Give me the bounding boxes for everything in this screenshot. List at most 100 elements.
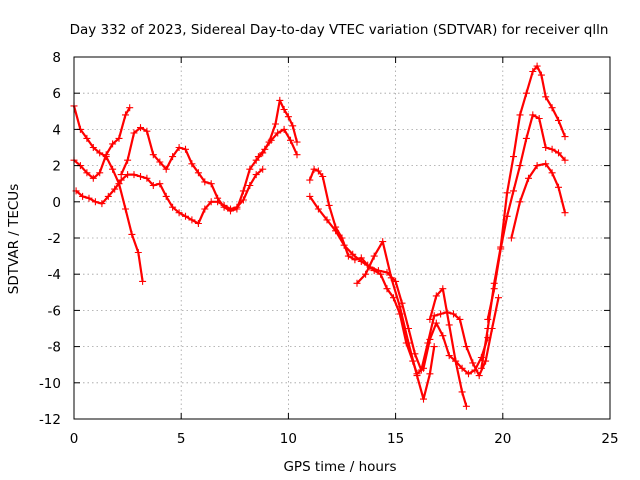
data-point — [130, 129, 138, 137]
data-point — [469, 359, 477, 367]
data-point — [413, 372, 421, 380]
data-point — [522, 134, 530, 142]
data-point — [439, 332, 447, 340]
data-point — [503, 212, 511, 220]
data-point — [280, 125, 288, 133]
series-track-6 — [306, 165, 492, 378]
data-point — [497, 245, 505, 253]
data-point — [533, 162, 541, 170]
series-trace — [72, 105, 144, 282]
data-point — [310, 165, 318, 173]
series-track-5 — [254, 125, 301, 161]
data-point — [280, 106, 288, 113]
data-point — [484, 325, 492, 332]
data-point — [207, 198, 215, 206]
data-point — [109, 140, 117, 148]
data-point — [450, 310, 457, 318]
data-point — [137, 173, 144, 180]
data-point — [432, 319, 440, 327]
data-point — [353, 279, 361, 287]
data-point — [259, 165, 267, 173]
data-point — [117, 171, 125, 179]
data-point — [387, 274, 395, 282]
data-point — [267, 136, 275, 144]
data-point — [537, 71, 545, 79]
chart-title: Day 332 of 2023, Sidereal Day-to-day VTE… — [70, 22, 609, 38]
y-tick-label: -6 — [48, 303, 61, 319]
data-point — [548, 104, 556, 112]
y-tick-label: -4 — [48, 267, 61, 283]
series-track-8 — [353, 238, 438, 403]
data-point — [458, 388, 466, 396]
data-point — [139, 277, 147, 285]
data-point — [405, 339, 412, 347]
data-point — [516, 198, 524, 206]
data-point — [104, 192, 112, 200]
data-point — [122, 205, 129, 213]
x-tick-label: 25 — [601, 431, 618, 447]
data-point — [115, 134, 123, 142]
data-point — [124, 171, 132, 179]
data-point — [188, 216, 196, 224]
data-point — [149, 182, 157, 189]
data-point — [287, 136, 294, 144]
data-point — [542, 160, 550, 168]
y-tick-label: -10 — [39, 376, 61, 392]
x-tick-label: 5 — [177, 431, 186, 447]
data-point — [83, 169, 91, 177]
y-tick-label: 2 — [52, 159, 61, 175]
data-point — [332, 227, 340, 235]
data-point — [98, 200, 106, 208]
data-point — [134, 249, 142, 256]
data-point — [458, 364, 466, 372]
data-point — [233, 205, 241, 213]
series-track-10 — [477, 62, 569, 372]
data-point — [289, 122, 297, 130]
series-track-1 — [70, 102, 147, 285]
data-point — [143, 174, 151, 182]
data-point — [445, 321, 453, 329]
data-point — [437, 310, 445, 318]
x-axis-label: GPS time / hours — [283, 459, 396, 475]
x-tick-labels: 0 5 10 15 20 25 — [70, 431, 619, 447]
data-point — [156, 180, 164, 188]
series-track-7 — [306, 192, 502, 380]
data-point — [130, 171, 138, 179]
data-point — [535, 115, 543, 122]
data-point — [284, 113, 292, 121]
series-track-11 — [484, 111, 569, 323]
data-point — [246, 165, 254, 173]
data-point — [96, 149, 104, 157]
data-point — [548, 145, 556, 153]
data-point — [227, 207, 234, 215]
data-point — [293, 151, 301, 159]
data-point — [529, 68, 537, 75]
data-point — [124, 156, 132, 164]
data-point — [426, 370, 434, 378]
series-trace — [73, 107, 131, 180]
data-point — [128, 230, 136, 238]
x-tick-label: 10 — [280, 431, 297, 447]
data-point — [149, 151, 157, 159]
data-point — [349, 250, 357, 258]
series-trace — [486, 113, 566, 320]
y-tick-label: -2 — [48, 231, 61, 247]
data-point — [314, 167, 322, 175]
y-tick-label: -12 — [39, 412, 61, 428]
data-point — [462, 343, 470, 351]
data-point — [201, 178, 209, 186]
data-point — [495, 294, 502, 302]
data-point — [529, 111, 537, 119]
data-point — [207, 180, 215, 188]
data-point — [194, 169, 202, 177]
data-point — [475, 372, 483, 380]
data-point — [89, 144, 97, 151]
data-point — [96, 169, 104, 177]
data-point — [445, 352, 453, 360]
data-point — [516, 162, 524, 170]
data-point — [456, 315, 464, 323]
data-point — [323, 216, 331, 224]
series-track-9 — [426, 285, 470, 410]
data-point — [374, 267, 382, 275]
data-point — [344, 252, 352, 260]
